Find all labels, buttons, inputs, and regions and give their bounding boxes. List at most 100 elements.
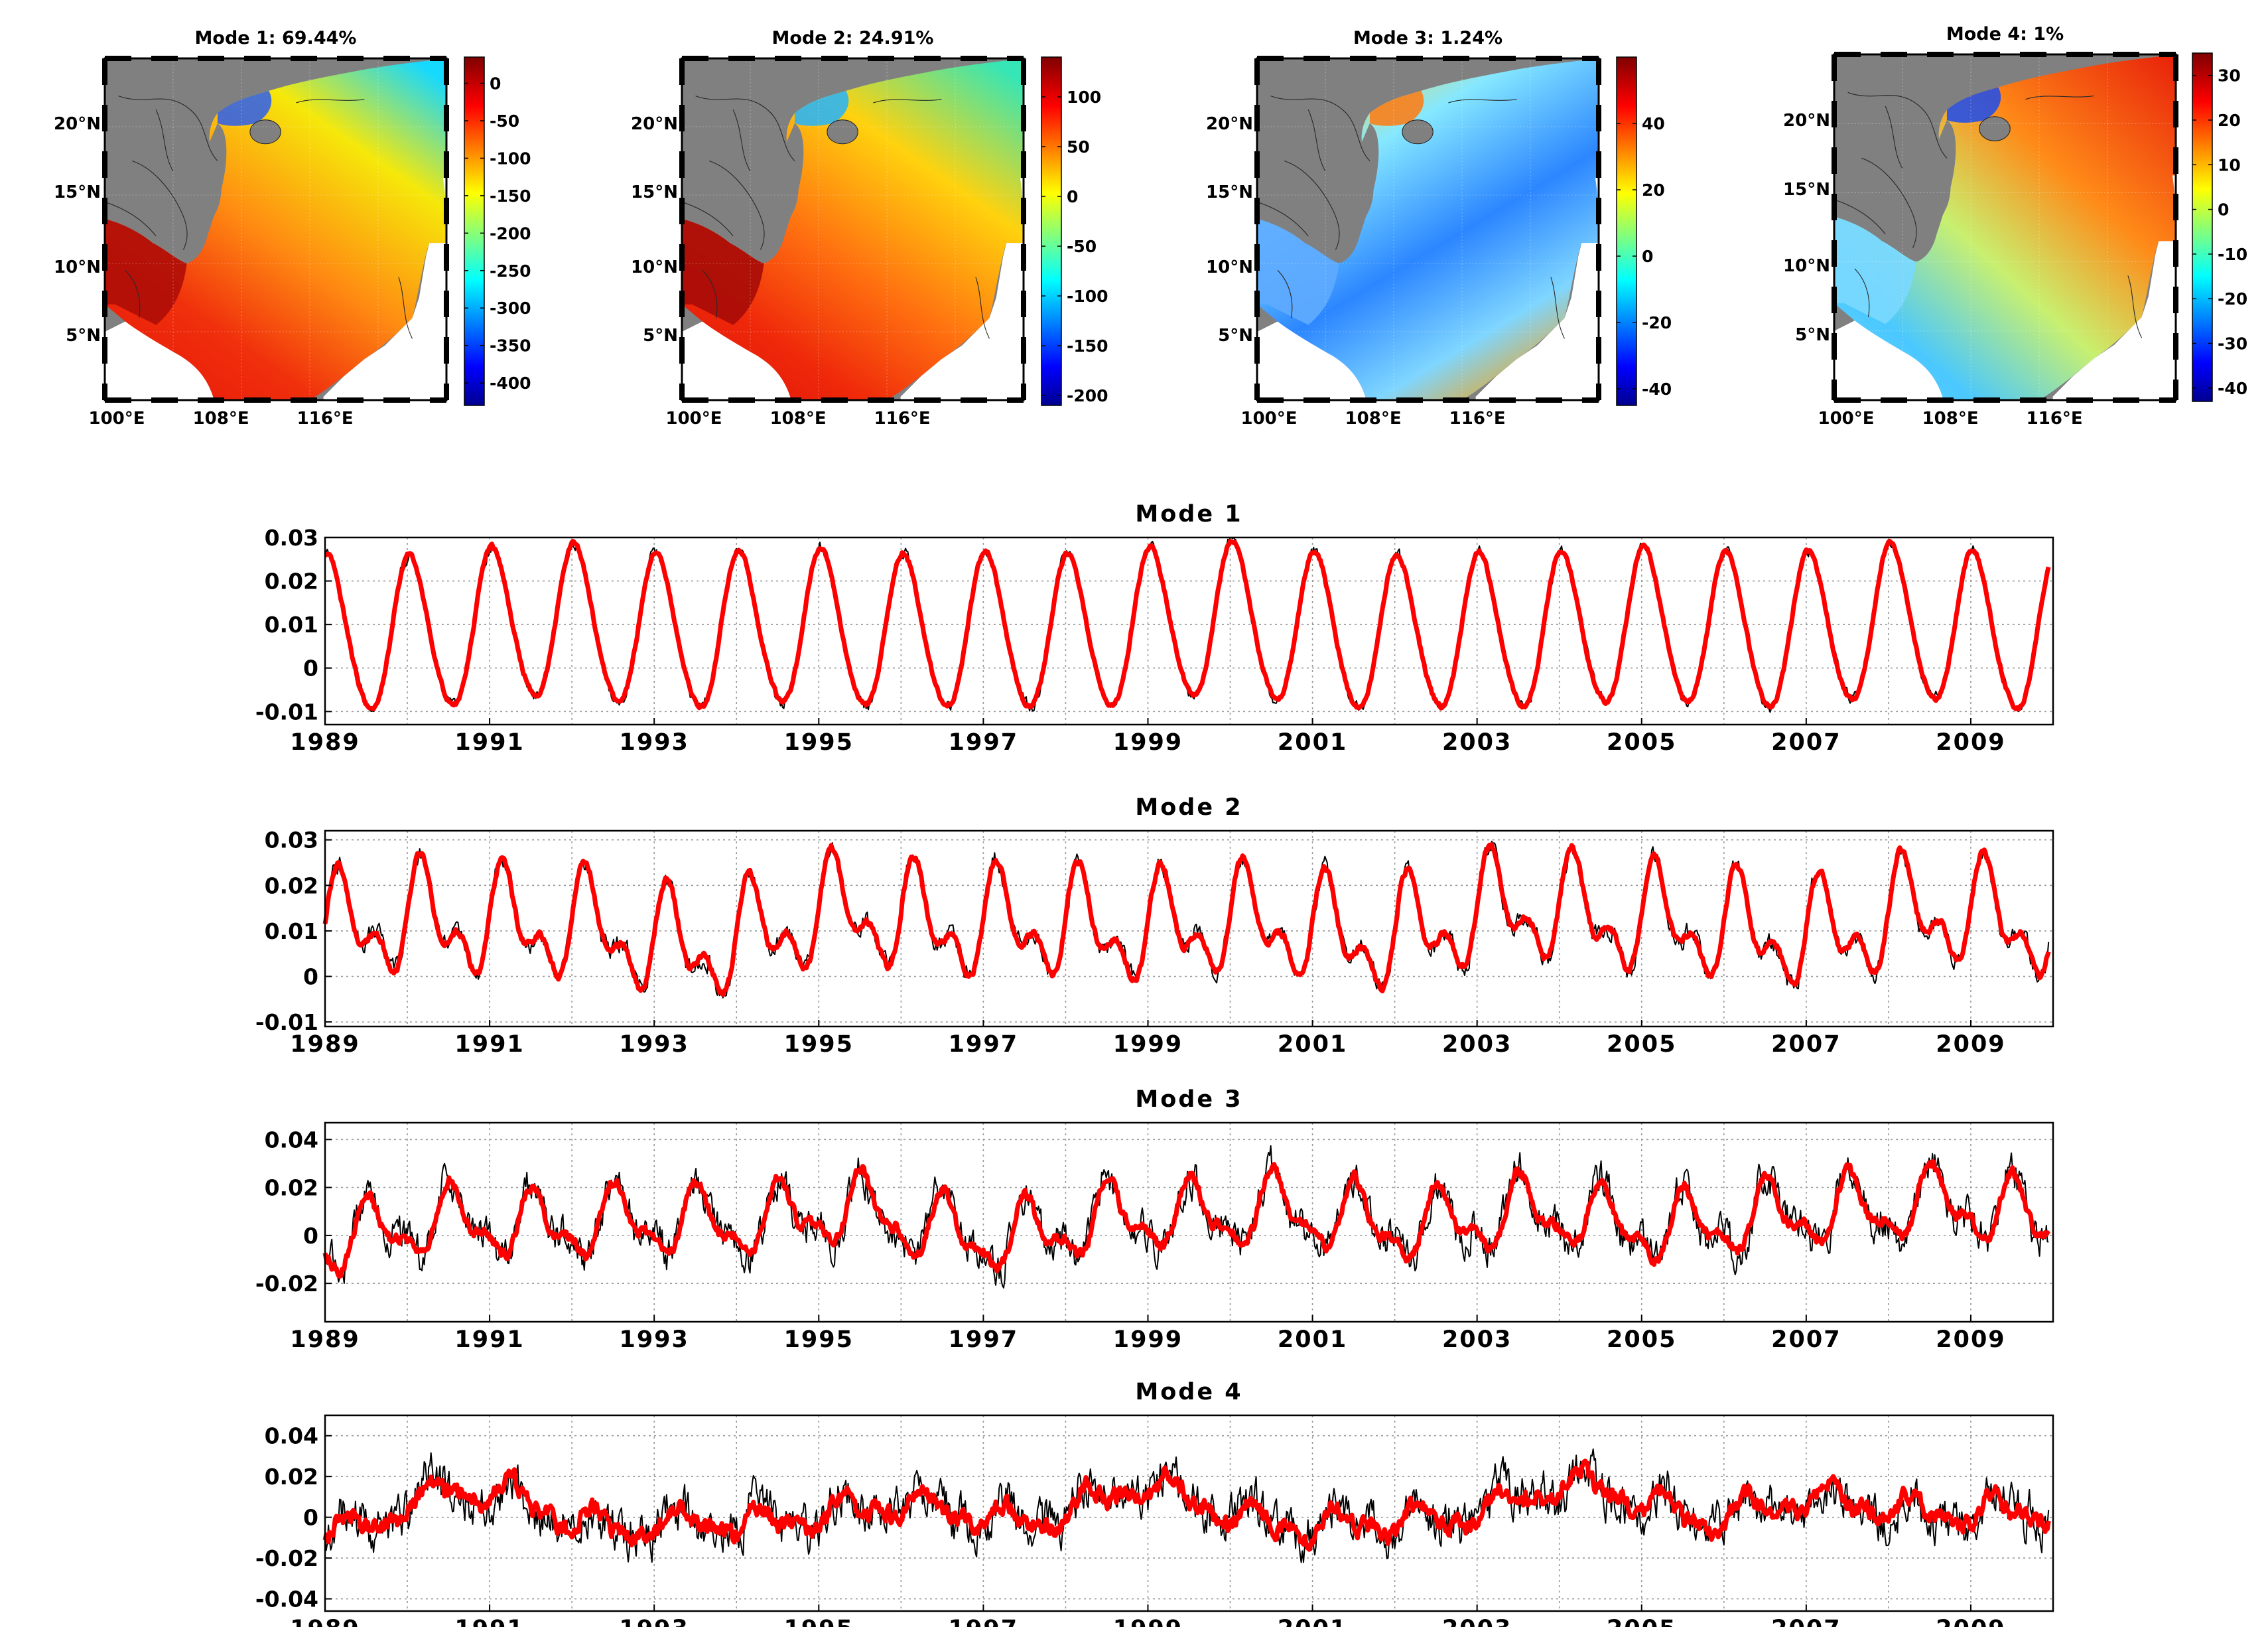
- timeseries-xtick: 1989: [290, 729, 360, 756]
- plot-area: [325, 831, 2053, 1026]
- colorbar-tick: -100: [1067, 287, 1108, 306]
- map-frame: [1256, 57, 1600, 401]
- map-ytick: 20°N: [1206, 114, 1253, 134]
- map-ytick: 5°N: [1218, 326, 1253, 346]
- map-xtick: 108°E: [1922, 409, 1979, 429]
- map-frame: [681, 57, 1025, 401]
- timeseries-xtick: 1999: [1113, 729, 1183, 756]
- colorbar-tick: -400: [490, 374, 531, 393]
- colorbar-ramp: [464, 56, 485, 406]
- map-area: [104, 58, 446, 400]
- timeseries-xtick: 1997: [949, 1031, 1018, 1058]
- timeseries-xtick: 2009: [1936, 1031, 2005, 1058]
- timeseries-xtick: 1995: [784, 1031, 854, 1058]
- gulf-field: [682, 219, 764, 325]
- colorbar-tick: 10: [2218, 155, 2241, 175]
- timeseries-xtick: 1995: [784, 729, 854, 756]
- map-ytick: 5°N: [643, 326, 678, 346]
- timeseries-ytick: -0.02: [255, 1545, 318, 1571]
- map-xtick: 116°E: [2027, 409, 2083, 429]
- tonkin-field: [1946, 87, 2001, 123]
- map-ytick: 10°N: [1206, 257, 1253, 277]
- timeseries-ytick: 0.02: [265, 1175, 318, 1201]
- timeseries-ytick: -0.01: [255, 699, 318, 725]
- timeseries-xtick: 2005: [1607, 1031, 1676, 1058]
- timeseries-xtick: 1997: [949, 729, 1018, 756]
- timeseries-xtick: 1999: [1113, 1326, 1183, 1353]
- series-smoothed-line: [322, 842, 2051, 997]
- colorbar-tick: -100: [490, 149, 531, 168]
- timeseries-ytick: 0.03: [265, 525, 318, 551]
- colorbar-tick: 0: [490, 74, 501, 94]
- gulf-field: [105, 219, 187, 325]
- colorbar-tick: -350: [490, 336, 531, 356]
- map-panel-2: Mode 2: 24.91% 100°E 108°E 116°E 20°N 15°N 10°…: [631, 28, 1108, 429]
- timeseries-ytick: 0: [303, 1505, 318, 1531]
- island: [249, 119, 281, 145]
- colorbar-tick: 100: [1067, 88, 1101, 107]
- timeseries-xtick: 1997: [949, 1616, 1018, 1627]
- timeseries-xtick: 2009: [1936, 1616, 2005, 1627]
- timeseries-ytick: -0.04: [255, 1587, 318, 1612]
- timeseries-xtick: 1997: [949, 1326, 1018, 1353]
- timeseries-xtick: 2005: [1607, 1326, 1676, 1353]
- sea-field: [682, 58, 1024, 400]
- timeseries-xtick: 1991: [454, 1031, 524, 1058]
- timeseries-title: Mode 4: [1135, 1379, 1242, 1405]
- island: [827, 119, 858, 145]
- timeseries-ytick: 0.02: [265, 569, 318, 595]
- colorbar-tick: -300: [490, 299, 531, 318]
- timeseries-xtick: 2001: [1278, 1616, 1347, 1627]
- map-xtick: 116°E: [874, 409, 931, 429]
- map-ytick: 5°N: [66, 326, 101, 346]
- timeseries-ytick: -0.01: [255, 1009, 318, 1035]
- plot-frame: [324, 1121, 2054, 1323]
- sea-field: [1257, 58, 1599, 400]
- colorbar-tick: -50: [490, 111, 519, 131]
- timeseries-panel-2: Mode 2 1989 1991 1993 1995 1997 1999 2001 2003 20…: [255, 794, 2054, 1058]
- colorbar-tick: 0: [2218, 200, 2229, 220]
- timeseries-ytick: 0.04: [265, 1423, 318, 1449]
- tonkin-field: [1369, 90, 1424, 126]
- colorbar: 30 20 10 0 -10 -20 -30 -40: [2192, 52, 2247, 402]
- tonkin-field: [217, 90, 272, 126]
- colorbar-tick: 50: [1067, 137, 1090, 157]
- map-title: Mode 3: 1.24%: [1353, 28, 1502, 48]
- colorbar-tick: -10: [2218, 245, 2247, 264]
- timeseries-title: Mode 3: [1135, 1086, 1242, 1113]
- map-ytick: 20°N: [54, 114, 101, 134]
- series-smoothed-line: [322, 1458, 2051, 1552]
- timeseries-panel-4: Mode 4 1989 1991 1993 1995 1997 1999 2001 2003 20…: [255, 1379, 2054, 1627]
- plot-frame: [324, 536, 2054, 726]
- colorbar-tick: -200: [490, 224, 531, 243]
- timeseries-xtick: 1989: [290, 1326, 360, 1353]
- plot-area: [325, 1123, 2053, 1322]
- series-smoothed-line: [324, 539, 2051, 711]
- map-frame: [1833, 53, 2177, 401]
- gulf-field: [1834, 216, 1916, 324]
- timeseries-xtick: 1991: [454, 1326, 524, 1353]
- map-panel-4: Mode 4: 1% 100°E 108°E 116°E 20°N 15°N 10°N 5°N…: [1783, 24, 2247, 429]
- plot-frame: [324, 829, 2054, 1028]
- timeseries-ytick: 0.01: [265, 918, 318, 944]
- gulf-field: [1257, 219, 1339, 325]
- colorbar-tick: -20: [2218, 289, 2247, 309]
- colorbar-tick: 40: [1642, 114, 1665, 133]
- colorbar-ramp: [2192, 52, 2213, 402]
- map-xtick: 116°E: [1449, 409, 1506, 429]
- timeseries-ytick: 0: [303, 656, 318, 681]
- plot-frame: [324, 1414, 2054, 1612]
- timeseries-title: Mode 1: [1135, 501, 1242, 528]
- map-ytick: 10°N: [631, 257, 678, 277]
- map-xtick: 100°E: [1818, 409, 1875, 429]
- timeseries-xtick: 1993: [619, 1616, 689, 1627]
- colorbar-ramp: [1616, 56, 1637, 406]
- colorbar-tick: -20: [1642, 313, 1672, 332]
- timeseries-xtick: 2003: [1442, 1326, 1512, 1353]
- map-ytick: 10°N: [1783, 256, 1830, 276]
- timeseries-xtick: 2001: [1278, 1031, 1347, 1058]
- map-xtick: 116°E: [297, 409, 354, 429]
- timeseries-panel-3: Mode 3 1989 1991 1993 1995 1997 1999 2001 2003 20…: [255, 1086, 2054, 1353]
- map-panel-3: Mode 3: 1.24% 100°E 108°E 116°E 20°N 15°N 10°N…: [1206, 28, 1672, 429]
